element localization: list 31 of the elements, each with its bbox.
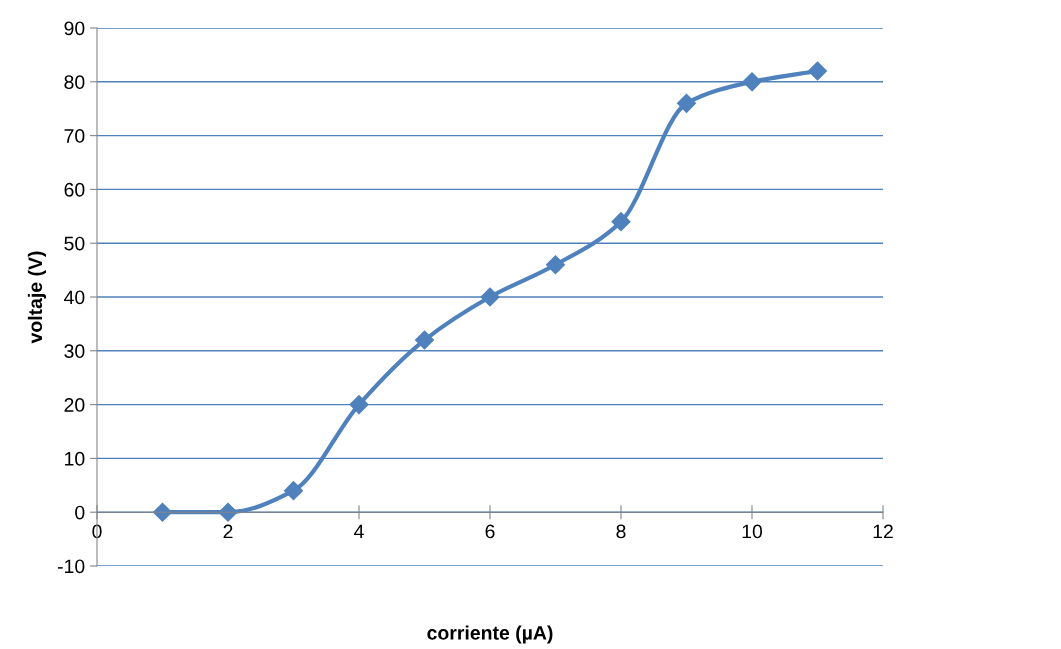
point [611, 212, 631, 232]
x-tick-label: 2 [223, 524, 233, 539]
y-tick-label: 40 [64, 290, 85, 305]
point [807, 61, 828, 81]
point [283, 481, 304, 501]
x-tick-label: 4 [354, 524, 364, 539]
y-tick-label: 30 [64, 344, 85, 359]
point [152, 502, 173, 522]
y-tick-label: 90 [64, 21, 85, 36]
point [676, 93, 697, 113]
y-axis-title: voltaje (V) [27, 251, 46, 344]
y-tick-label: 10 [65, 451, 85, 466]
point [349, 395, 369, 415]
y-tick-label: 50 [64, 236, 85, 251]
point [742, 72, 762, 92]
y-tick-label: 80 [64, 75, 85, 90]
x-axis-title: corriente (µA) [427, 625, 553, 644]
point [545, 255, 566, 275]
x-tick-label: 12 [873, 524, 893, 539]
y-tick-label: 20 [64, 398, 85, 412]
y-tick-label: 70 [64, 129, 85, 143]
point [480, 287, 500, 307]
y-tick-label: -10 [57, 559, 85, 574]
x-tick-label: 6 [485, 524, 495, 539]
point [218, 502, 238, 522]
y-tick-label: 60 [64, 182, 85, 197]
point [414, 330, 435, 350]
x-tick-label: 0 [92, 524, 102, 539]
x-tick-label: 8 [616, 524, 626, 539]
y-tick-label: 0 [75, 505, 85, 520]
x-tick-label: 10 [742, 524, 763, 539]
